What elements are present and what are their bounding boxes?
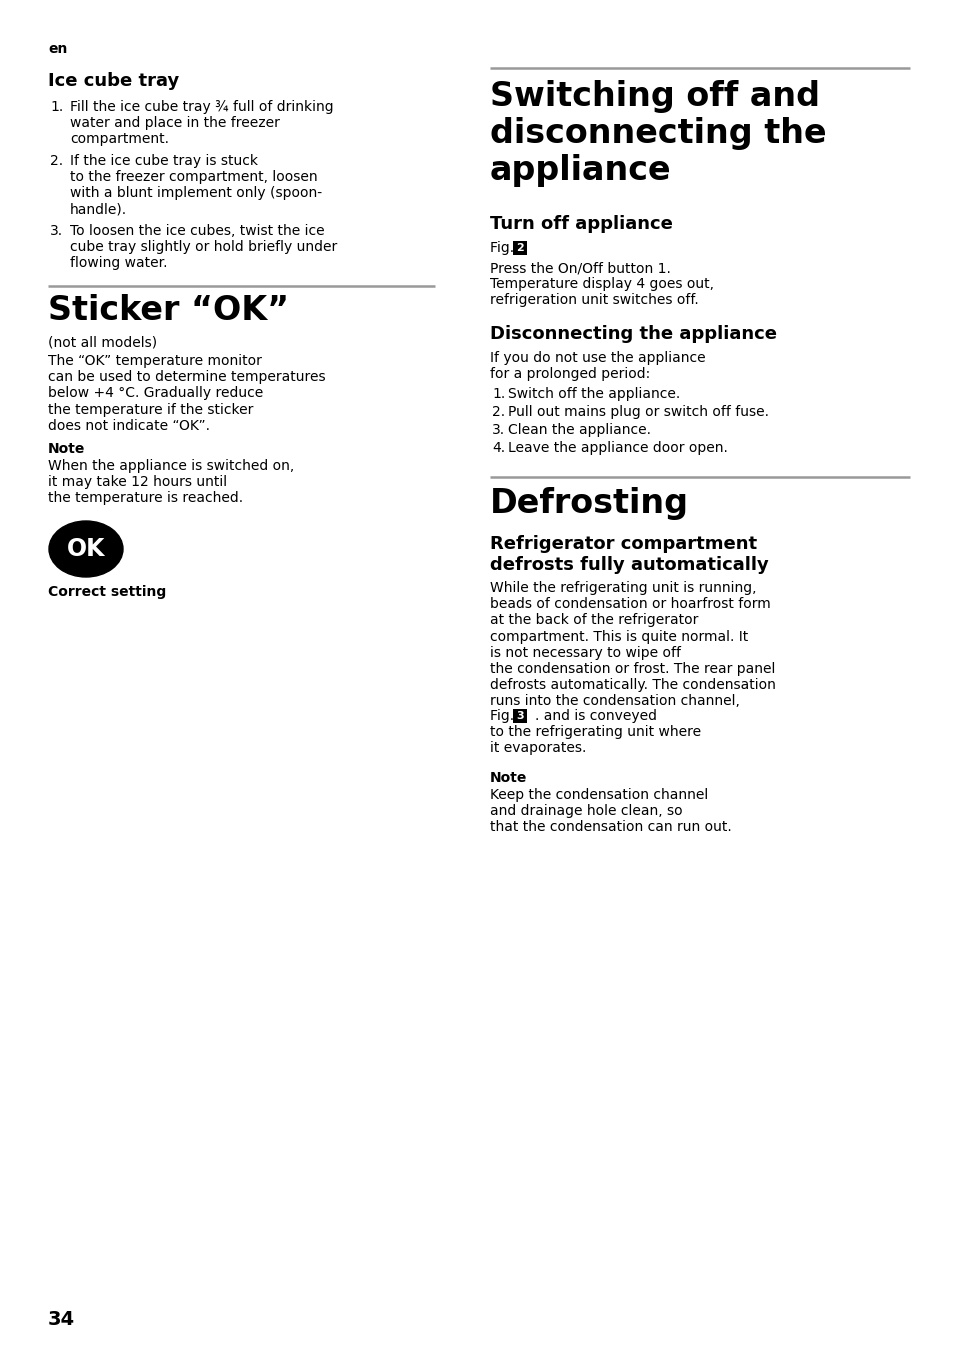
Text: 2: 2 [516, 242, 523, 253]
Text: Correct setting: Correct setting [48, 585, 166, 598]
Text: Sticker “OK”: Sticker “OK” [48, 294, 289, 328]
Text: Leave the appliance door open.: Leave the appliance door open. [507, 441, 727, 455]
Text: en: en [48, 42, 68, 56]
Text: Fig.: Fig. [490, 709, 518, 723]
Text: Note: Note [48, 441, 85, 456]
Text: Press the On/Off button 1.
Temperature display 4 goes out,
refrigeration unit sw: Press the On/Off button 1. Temperature d… [490, 261, 713, 307]
Text: Refrigerator compartment
defrosts fully automatically: Refrigerator compartment defrosts fully … [490, 535, 768, 574]
Text: Fig.: Fig. [490, 241, 518, 255]
Text: If you do not use the appliance
for a prolonged period:: If you do not use the appliance for a pr… [490, 351, 705, 382]
Text: Note: Note [490, 770, 527, 785]
Text: 3.: 3. [50, 223, 63, 238]
Text: Fill the ice cube tray ¾ full of drinking
water and place in the freezer
compart: Fill the ice cube tray ¾ full of drinkin… [70, 100, 334, 146]
Text: OK: OK [67, 538, 105, 561]
Text: Turn off appliance: Turn off appliance [490, 215, 672, 233]
Text: 1.: 1. [492, 387, 505, 401]
Text: 2.: 2. [50, 154, 63, 168]
Text: . and is conveyed: . and is conveyed [535, 709, 657, 723]
Text: Switch off the appliance.: Switch off the appliance. [507, 387, 679, 401]
Text: 2.: 2. [492, 405, 504, 418]
Ellipse shape [49, 521, 123, 577]
Text: If the ice cube tray is stuck
to the freezer compartment, loosen
with a blunt im: If the ice cube tray is stuck to the fre… [70, 154, 322, 217]
Text: to the refrigerating unit where
it evaporates.: to the refrigerating unit where it evapo… [490, 724, 700, 756]
Text: While the refrigerating unit is running,
beads of condensation or hoarfrost form: While the refrigerating unit is running,… [490, 581, 775, 708]
Text: 34: 34 [48, 1311, 75, 1330]
Text: When the appliance is switched on,
it may take 12 hours until
the temperature is: When the appliance is switched on, it ma… [48, 459, 294, 505]
Text: Disconnecting the appliance: Disconnecting the appliance [490, 325, 776, 343]
Text: Ice cube tray: Ice cube tray [48, 72, 179, 89]
Text: Pull out mains plug or switch off fuse.: Pull out mains plug or switch off fuse. [507, 405, 768, 418]
Text: (not all models): (not all models) [48, 336, 157, 349]
Text: Defrosting: Defrosting [490, 487, 688, 520]
FancyBboxPatch shape [513, 241, 526, 255]
Text: Keep the condensation channel
and drainage hole clean, so
that the condensation : Keep the condensation channel and draina… [490, 788, 731, 834]
Text: The “OK” temperature monitor
can be used to determine temperatures
below +4 °C. : The “OK” temperature monitor can be used… [48, 353, 325, 433]
Text: 3.: 3. [492, 422, 504, 437]
Text: Switching off and
disconnecting the
appliance: Switching off and disconnecting the appl… [490, 80, 825, 187]
Text: 4.: 4. [492, 441, 504, 455]
Text: 3: 3 [516, 711, 523, 720]
Text: 1.: 1. [50, 100, 63, 114]
Text: Clean the appliance.: Clean the appliance. [507, 422, 650, 437]
Text: To loosen the ice cubes, twist the ice
cube tray slightly or hold briefly under
: To loosen the ice cubes, twist the ice c… [70, 223, 337, 271]
FancyBboxPatch shape [513, 709, 526, 723]
